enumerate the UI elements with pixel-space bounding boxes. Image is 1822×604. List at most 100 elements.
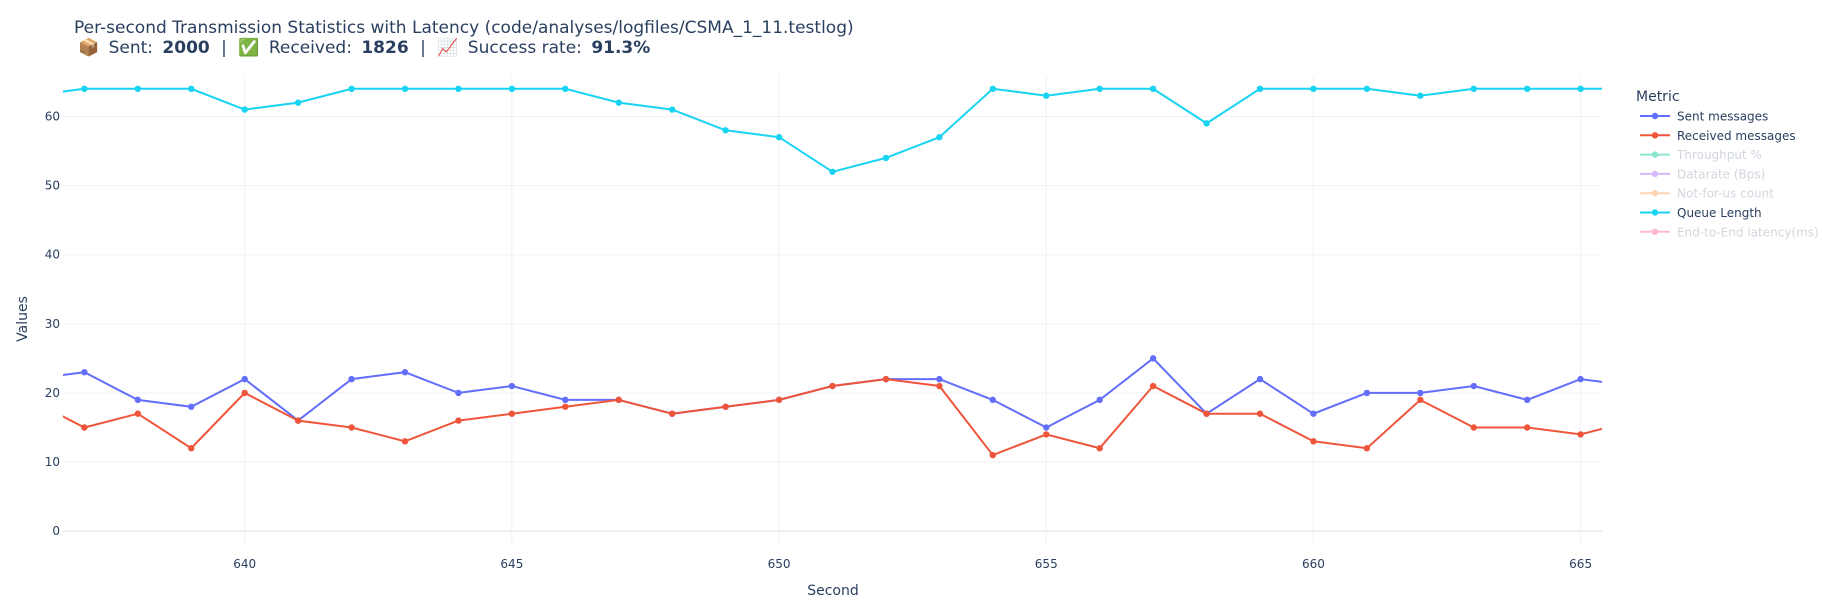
legend-swatch-marker	[1651, 228, 1659, 235]
legend-label: Throughput %	[1676, 148, 1762, 162]
data-point	[882, 375, 890, 383]
data-point	[1310, 438, 1317, 445]
legend-item-not-for-us-count[interactable]: Not-for-us count	[1640, 187, 1774, 201]
data-point	[1577, 431, 1584, 438]
legend-item-datarate-bps[interactable]: Datarate (Bps)	[1640, 167, 1765, 181]
series-line-received-messages	[63, 378, 1602, 457]
legend-item-end-to-end-latency-ms[interactable]: End-to-End latency(ms)	[1640, 225, 1819, 239]
x-tick-label: 660	[1302, 557, 1325, 571]
y-tick-label: 60	[45, 109, 60, 123]
data-point	[936, 375, 943, 383]
data-point	[1577, 85, 1584, 93]
legend-item-sent-messages[interactable]: Sent messages	[1640, 110, 1768, 124]
data-point	[401, 85, 409, 93]
data-point	[241, 375, 248, 383]
data-point	[1310, 410, 1317, 417]
data-point	[1256, 410, 1264, 417]
x-tick-label: 640	[233, 557, 256, 571]
data-point	[134, 85, 142, 93]
data-point	[508, 382, 516, 390]
data-point	[1523, 85, 1531, 93]
received-value: 1826	[361, 38, 408, 58]
legend-item-throughput[interactable]: Throughput %	[1640, 148, 1762, 162]
legend-item-received-messages[interactable]: Received messages	[1640, 129, 1796, 143]
data-point	[722, 127, 729, 134]
y-tick-label: 50	[45, 179, 60, 193]
data-point	[1096, 445, 1103, 452]
data-point	[1363, 85, 1371, 93]
legend-swatch-marker	[1651, 170, 1659, 178]
data-point	[989, 396, 997, 404]
data-point	[1096, 396, 1103, 404]
data-point	[1523, 424, 1531, 431]
data-point	[1631, 417, 1637, 423]
data-point	[134, 396, 142, 404]
separator: |	[420, 38, 426, 58]
data-point	[1417, 389, 1424, 397]
data-point	[1470, 85, 1477, 93]
data-point	[1149, 85, 1157, 93]
package-icon: 📦	[78, 37, 99, 58]
legend-swatch-marker	[1651, 132, 1659, 139]
data-point	[1149, 382, 1157, 390]
legend-label: Not-for-us count	[1677, 187, 1774, 201]
data-point	[615, 99, 622, 106]
legend-item-queue-length[interactable]: Queue Length	[1640, 206, 1762, 220]
data-point	[1470, 382, 1477, 390]
grid	[63, 75, 1602, 545]
legend-swatch-marker	[1651, 190, 1659, 197]
data-point	[1470, 424, 1477, 431]
data-point	[1523, 396, 1531, 404]
data-point	[1417, 396, 1424, 404]
legend: Metric Sent messages Received messages Thr…	[1636, 89, 1819, 239]
data-point	[241, 106, 248, 113]
data-point	[81, 85, 88, 93]
sent-label: Sent:	[109, 38, 153, 58]
rate-label: Success rate:	[468, 38, 582, 58]
data-point	[615, 396, 622, 404]
chart-subtitle: 📦 Sent: 2000 | ✅ Received: 1826 | 📈 Succ…	[78, 37, 650, 58]
axis-ticks: 0 10 20 30 40 50 60 640 645 650 655 660 665	[45, 109, 1592, 571]
data-point	[668, 410, 676, 417]
data-point	[1256, 85, 1264, 93]
data-point	[562, 85, 569, 93]
data-point	[1096, 85, 1103, 93]
separator: |	[221, 38, 227, 58]
data-point	[1043, 424, 1050, 431]
data-point	[401, 369, 409, 376]
data-point	[188, 85, 195, 93]
data-point	[989, 85, 997, 93]
data-point	[936, 134, 943, 141]
data-point	[1256, 375, 1264, 383]
data-point	[294, 99, 302, 106]
data-point	[134, 410, 142, 417]
y-tick-label: 20	[45, 386, 60, 400]
data-point	[1043, 431, 1050, 438]
series-line-queue-length	[63, 87, 1602, 173]
data-point	[28, 397, 34, 403]
data-point	[28, 93, 34, 99]
legend-swatch-marker	[1651, 112, 1659, 120]
data-point	[81, 369, 88, 376]
x-tick-label: 665	[1569, 557, 1592, 571]
data-point	[508, 410, 516, 417]
data-point	[882, 154, 890, 162]
legend-swatch-marker	[1651, 209, 1659, 216]
data-point	[188, 403, 195, 410]
chart-title: Per-second Transmission Statistics with …	[74, 18, 854, 38]
data-point	[348, 85, 355, 93]
x-tick-label: 650	[768, 557, 791, 571]
data-point	[1310, 85, 1317, 93]
legend-label: End-to-End latency(ms)	[1677, 225, 1819, 239]
data-point	[1631, 383, 1637, 389]
data-point	[1363, 389, 1371, 397]
data-point	[455, 389, 462, 397]
data-point	[188, 445, 195, 452]
y-tick-label: 10	[45, 455, 60, 469]
y-tick-label: 40	[45, 248, 60, 262]
data-point	[294, 417, 302, 424]
data-point	[1363, 445, 1371, 452]
data-point	[28, 376, 34, 382]
legend-label: Sent messages	[1677, 110, 1768, 124]
